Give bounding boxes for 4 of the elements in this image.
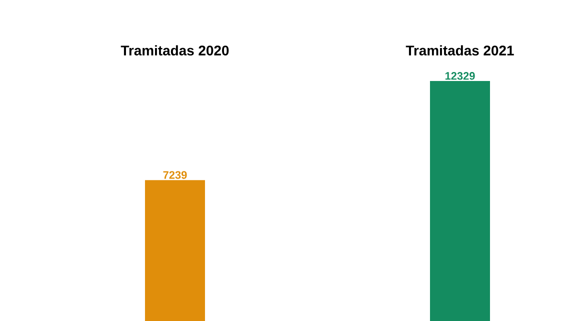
data-label: 7239 <box>163 171 187 179</box>
x-tick-label: Tramitadas 2020 <box>120 45 229 56</box>
x-tick-label: Tramitadas 2021 <box>406 45 514 56</box>
data-label: 12329 <box>445 72 475 80</box>
